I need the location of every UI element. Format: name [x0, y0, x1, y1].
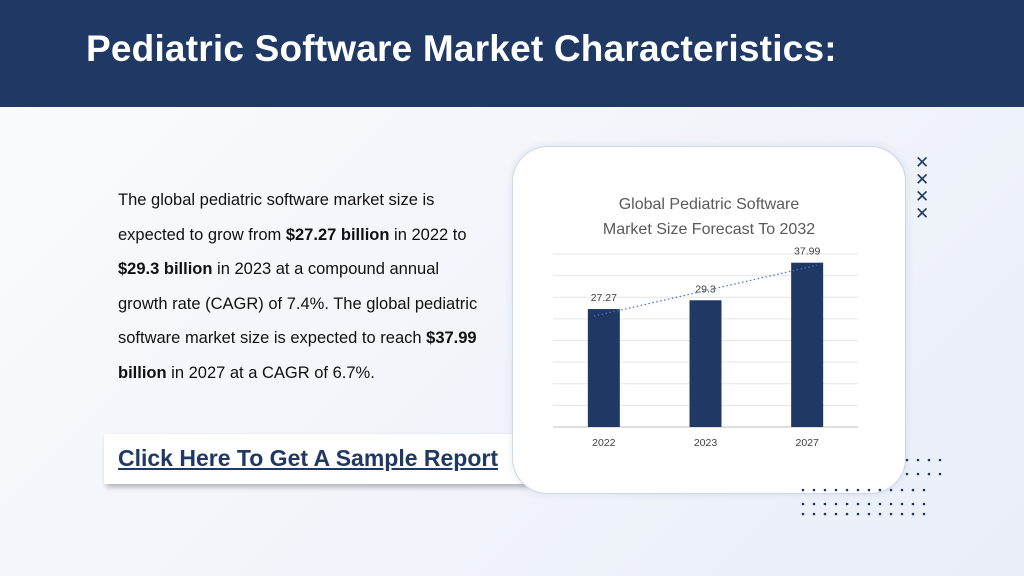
decorative-dot [834, 502, 838, 506]
text-part-3: in 2023 at a compound annual growth rate… [118, 260, 478, 348]
chart-title-line-2: Market Size Forecast To 2032 [603, 221, 815, 238]
decorative-dot [889, 502, 893, 506]
chart-title-line-1: Global Pediatric Software [619, 196, 800, 213]
decorative-dot [878, 502, 882, 506]
decorative-dot-grid [801, 458, 942, 516]
decorative-dot [801, 502, 805, 506]
decorative-dot [845, 512, 849, 516]
decorative-dot [911, 502, 915, 506]
text-part-1: The global pediatric software market siz… [118, 191, 435, 244]
decorative-dot [938, 472, 942, 476]
header-bar: Pediatric Software Market Characteristic… [0, 0, 1024, 107]
bar-2027 [791, 262, 824, 427]
decorative-dot [900, 502, 904, 506]
bar-2023 [689, 300, 722, 427]
decorative-dot [905, 472, 909, 476]
decorative-dot [812, 502, 816, 506]
decorative-dot [823, 502, 827, 506]
decorative-dot [823, 488, 827, 492]
x-tick-label-2027: 2027 [795, 437, 819, 449]
decorative-dot [845, 502, 849, 506]
decorative-dot [911, 512, 915, 516]
decorative-dot [801, 488, 805, 492]
decorative-dot [856, 512, 860, 516]
decorative-dot [911, 488, 915, 492]
decorative-dot [856, 502, 860, 506]
decorative-dot [801, 512, 805, 516]
decorative-dot [823, 512, 827, 516]
x-tick-label-2022: 2022 [592, 437, 616, 449]
x-icon: ✕ [915, 153, 930, 172]
decorative-dot [812, 512, 816, 516]
decorative-dot [922, 502, 926, 506]
decorative-dot [927, 472, 931, 476]
x-icon: ✕ [915, 187, 930, 206]
decorative-dot [916, 458, 920, 462]
decorative-dot [867, 502, 871, 506]
decorative-dot [878, 512, 882, 516]
value-2027: $37.99 billion [118, 329, 477, 382]
decorative-dot [900, 512, 904, 516]
decorative-dot [812, 488, 816, 492]
decorative-x-marks: ✕ ✕ ✕ ✕ [915, 154, 929, 222]
page-title: Pediatric Software Market Characteristic… [86, 28, 837, 69]
decorative-dot [834, 488, 838, 492]
text-part-2: in 2022 to [389, 225, 467, 244]
decorative-dot [889, 512, 893, 516]
decorative-dot [867, 512, 871, 516]
sample-report-button[interactable]: Click Here To Get A Sample Report [104, 434, 528, 484]
x-icon: ✕ [915, 204, 930, 223]
data-label-2023: 29.3 [695, 283, 716, 295]
x-icon: ✕ [915, 170, 930, 189]
text-part-4: in 2027 at a CAGR of 6.7%. [166, 363, 375, 382]
decorative-dot [922, 512, 926, 516]
sample-report-link[interactable]: Click Here To Get A Sample Report [118, 445, 499, 471]
bar-chart: Global Pediatric Software Market Size Fo… [553, 196, 858, 449]
x-tick-label-2023: 2023 [694, 437, 718, 449]
decorative-dot [916, 472, 920, 476]
decorative-dot [927, 458, 931, 462]
decorative-dot [845, 488, 849, 492]
decorative-dot [938, 458, 942, 462]
decorative-dot [856, 488, 860, 492]
value-2022: $27.27 billion [285, 225, 390, 244]
data-label-2027: 37.99 [794, 246, 820, 258]
value-2023: $29.3 billion [118, 260, 213, 279]
decorative-dot [834, 512, 838, 516]
decorative-dot [900, 488, 904, 492]
description-paragraph: The global pediatric software market siz… [118, 183, 478, 391]
decorative-dot [905, 458, 909, 462]
decorative-dot [922, 488, 926, 492]
chart-card: Global Pediatric Software Market Size Fo… [512, 146, 906, 494]
decorative-dot [878, 488, 882, 492]
decorative-dot [889, 488, 893, 492]
bar-2022 [587, 309, 620, 427]
data-label-2022: 27.27 [591, 292, 617, 304]
decorative-dot [867, 488, 871, 492]
